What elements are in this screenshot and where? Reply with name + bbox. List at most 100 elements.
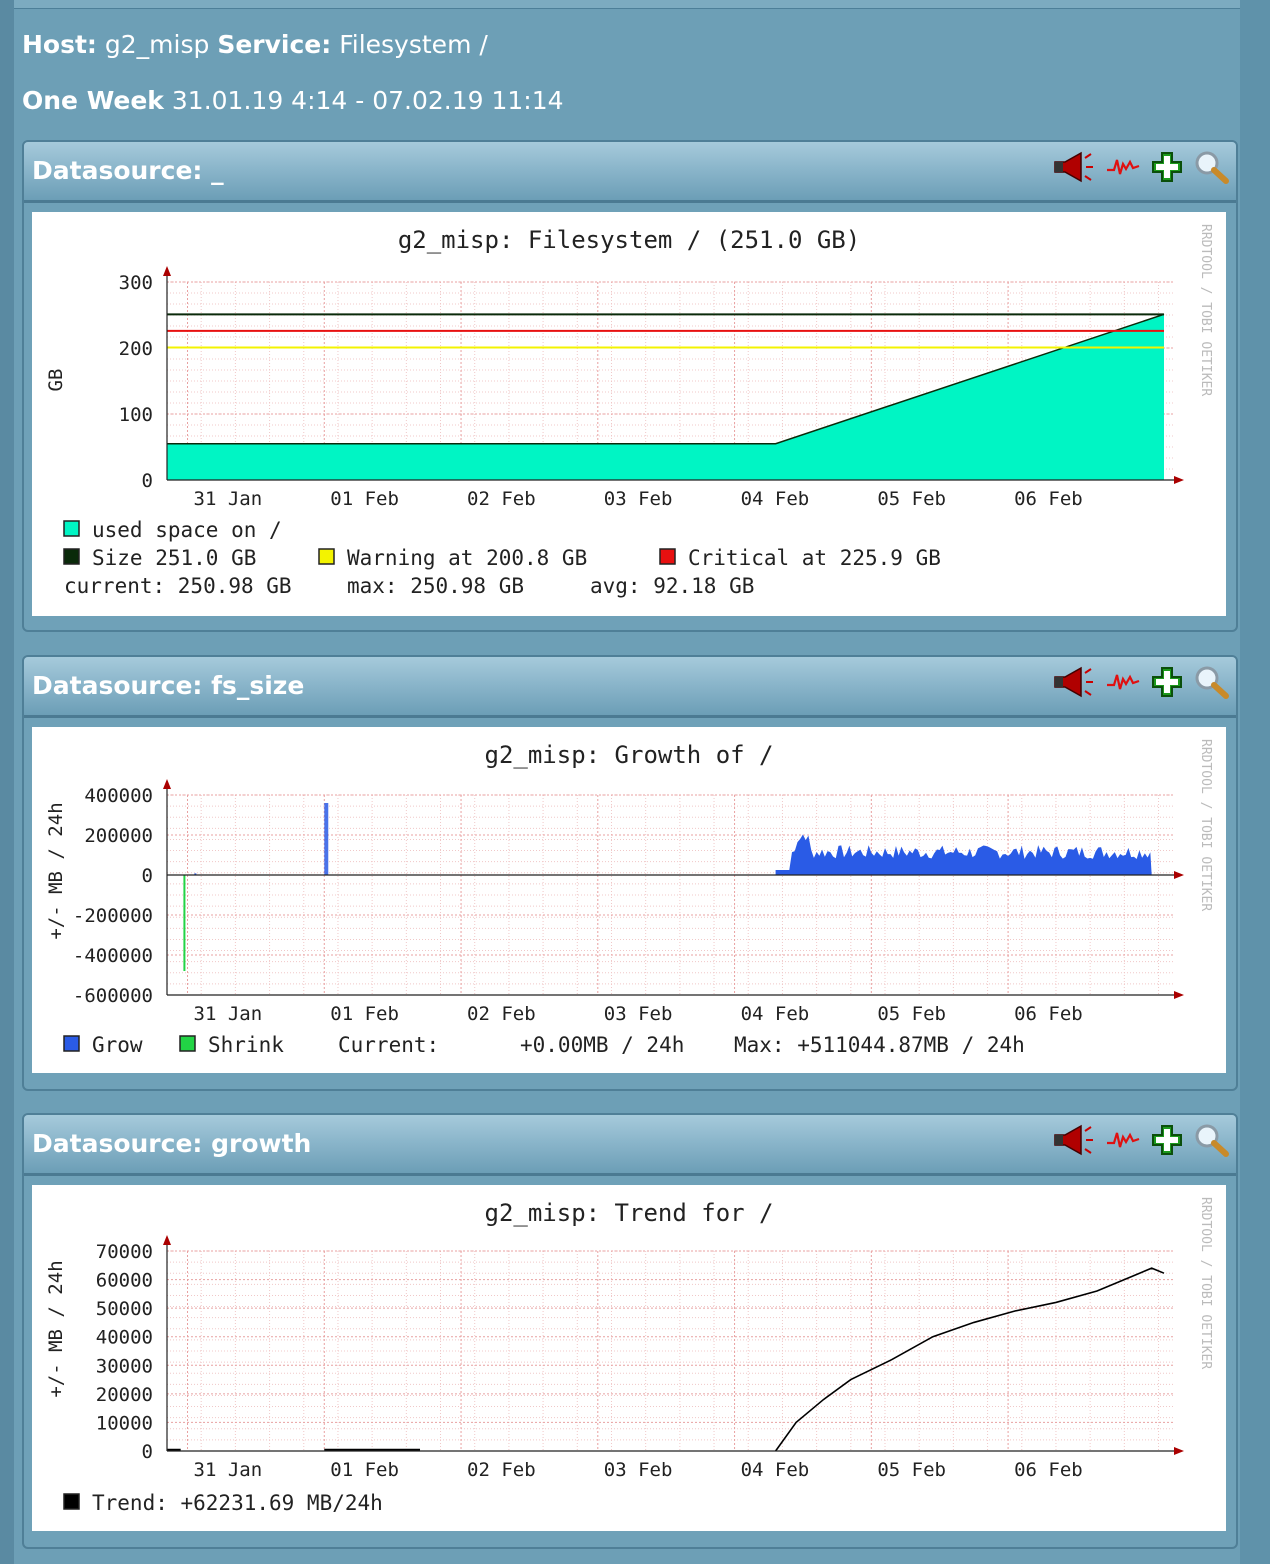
graph-title: g2_misp: Growth of /	[485, 741, 774, 769]
alert-horn-icon[interactable]	[1053, 665, 1095, 699]
service-label: Service:	[217, 30, 332, 59]
grow-bar	[324, 803, 329, 875]
grow-legend-label: Grow	[92, 1033, 143, 1057]
panel-actions	[1047, 1123, 1230, 1157]
x-tick-label: 31 Jan	[194, 1003, 263, 1025]
panel-title: Datasource: _	[32, 156, 224, 185]
x-tick-label: 05 Feb	[877, 488, 946, 510]
y-tick-label: 400000	[84, 785, 153, 807]
x-tick-label: 04 Feb	[741, 1459, 810, 1481]
add-icon[interactable]	[1151, 1124, 1183, 1156]
performance-graph-icon[interactable]	[1106, 1123, 1140, 1157]
size-legend-swatch	[63, 548, 80, 565]
alert-horn-icon[interactable]	[1053, 150, 1095, 184]
x-axis-arrow	[1174, 476, 1184, 484]
x-tick-label: 03 Feb	[604, 488, 673, 510]
panel-title: Datasource: fs_size	[32, 671, 305, 700]
rrd-graph: g2_misp: Trend for / +/- MB / 24h RRDTOOL …	[32, 1185, 1226, 1531]
rrd-graph: g2_misp: Growth of / +/- MB / 24h RRDTOOL …	[32, 727, 1226, 1073]
y-tick-label: 20000	[96, 1384, 153, 1406]
x-tick-label: 06 Feb	[1014, 488, 1083, 510]
x-axis-arrow	[1174, 871, 1184, 879]
x-tick-label: 31 Jan	[194, 1459, 263, 1481]
grow-bar	[194, 873, 197, 875]
datasource-panel-3: Datasource: growth	[22, 1113, 1238, 1549]
x-tick-label: 01 Feb	[330, 1459, 399, 1481]
x-tick-label: 02 Feb	[467, 1459, 536, 1481]
x-axis-arrow	[1174, 991, 1184, 999]
left-edge	[0, 0, 14, 1564]
datasource-panel-1: Datasource: _ g2_	[22, 140, 1238, 632]
y-tick-label: -400000	[73, 945, 153, 967]
y-axis-label: GB	[45, 369, 67, 392]
used-legend-swatch	[63, 520, 80, 537]
grow-area	[775, 834, 1152, 875]
x-tick-label: 05 Feb	[877, 1003, 946, 1025]
x-tick-label: 04 Feb	[741, 488, 810, 510]
warning-legend-label: Warning at 200.8 GB	[347, 546, 587, 570]
y-tick-label: 10000	[96, 1412, 153, 1434]
zoom-icon[interactable]	[1194, 150, 1230, 184]
add-icon[interactable]	[1151, 151, 1183, 183]
shrink-legend-label: Shrink	[208, 1033, 284, 1057]
trend-legend-label: Trend: +62231.69 MB/24h	[92, 1491, 383, 1515]
used-space-area	[167, 314, 1164, 480]
panel-header: Datasource: fs_size	[24, 657, 1236, 718]
host-name: g2_misp	[104, 30, 210, 59]
host-service-line: Host: g2_misp Service: Filesystem /	[22, 30, 488, 59]
panel-header: Datasource: growth	[24, 1115, 1236, 1176]
current-label: Current:	[338, 1033, 439, 1057]
x-tick-label: 03 Feb	[604, 1459, 673, 1481]
x-tick-label: 05 Feb	[877, 1459, 946, 1481]
performance-graph-icon[interactable]	[1106, 150, 1140, 184]
x-tick-label: 04 Feb	[741, 1003, 810, 1025]
current-value: +0.00MB / 24h	[520, 1033, 684, 1057]
shrink-legend-swatch	[179, 1035, 196, 1052]
y-tick-label: 200000	[84, 825, 153, 847]
shrink-bar	[183, 875, 186, 971]
y-tick-label: 30000	[96, 1355, 153, 1377]
top-panel-edge	[14, 0, 1240, 9]
x-axis-arrow	[1174, 1447, 1184, 1455]
y-tick-label: 0	[142, 1441, 153, 1463]
y-axis-arrow	[163, 266, 171, 276]
rrdtool-watermark: RRDTOOL / TOBI OETIKER	[1198, 1197, 1213, 1369]
critical-legend-label: Critical at 225.9 GB	[688, 546, 941, 570]
y-tick-label: 60000	[96, 1270, 153, 1292]
y-axis-arrow	[163, 1235, 171, 1245]
y-tick-label: -200000	[73, 905, 153, 927]
x-tick-label: 01 Feb	[330, 1003, 399, 1025]
y-axis-label: +/- MB / 24h	[45, 802, 67, 939]
period-label: One Week	[22, 86, 164, 115]
growth-chart: g2_misp: Growth of / +/- MB / 24h RRDTOOL …	[45, 739, 1213, 1057]
grow-legend-swatch	[63, 1035, 80, 1052]
right-edge	[1240, 0, 1270, 1564]
current-value: current: 250.98 GB	[64, 574, 292, 598]
x-tick-label: 02 Feb	[467, 1003, 536, 1025]
add-icon[interactable]	[1151, 666, 1183, 698]
filesystem-chart: g2_misp: Filesystem / (251.0 GB) GB RRDTOO…	[45, 224, 1213, 598]
used-legend-label: used space on /	[92, 518, 282, 542]
avg-value: avg: 92.18 GB	[590, 574, 754, 598]
max-value: max: 250.98 GB	[347, 574, 524, 598]
zoom-icon[interactable]	[1194, 1123, 1230, 1157]
alert-horn-icon[interactable]	[1053, 1123, 1095, 1157]
trend-legend-swatch	[63, 1493, 80, 1510]
performance-graph-icon[interactable]	[1106, 665, 1140, 699]
warning-legend-swatch	[318, 548, 335, 565]
x-tick-label: 06 Feb	[1014, 1003, 1083, 1025]
rrdtool-watermark: RRDTOOL / TOBI OETIKER	[1198, 739, 1213, 911]
zoom-icon[interactable]	[1194, 665, 1230, 699]
rrd-graph: g2_misp: Filesystem / (251.0 GB) GB RRDTOO…	[32, 212, 1226, 616]
y-tick-label: 0	[142, 470, 153, 492]
y-tick-label: 50000	[96, 1298, 153, 1320]
panel-actions	[1047, 665, 1230, 699]
y-axis-arrow	[163, 779, 171, 789]
x-tick-label: 03 Feb	[604, 1003, 673, 1025]
graph-title: g2_misp: Filesystem / (251.0 GB)	[398, 226, 860, 254]
panel-title: Datasource: growth	[32, 1129, 312, 1158]
trend-chart: g2_misp: Trend for / +/- MB / 24h RRDTOOL …	[45, 1197, 1213, 1515]
period-range: 31.01.19 4:14 - 07.02.19 11:14	[171, 86, 564, 115]
graph-title: g2_misp: Trend for /	[485, 1199, 774, 1227]
max-value: Max: +511044.87MB / 24h	[734, 1033, 1025, 1057]
